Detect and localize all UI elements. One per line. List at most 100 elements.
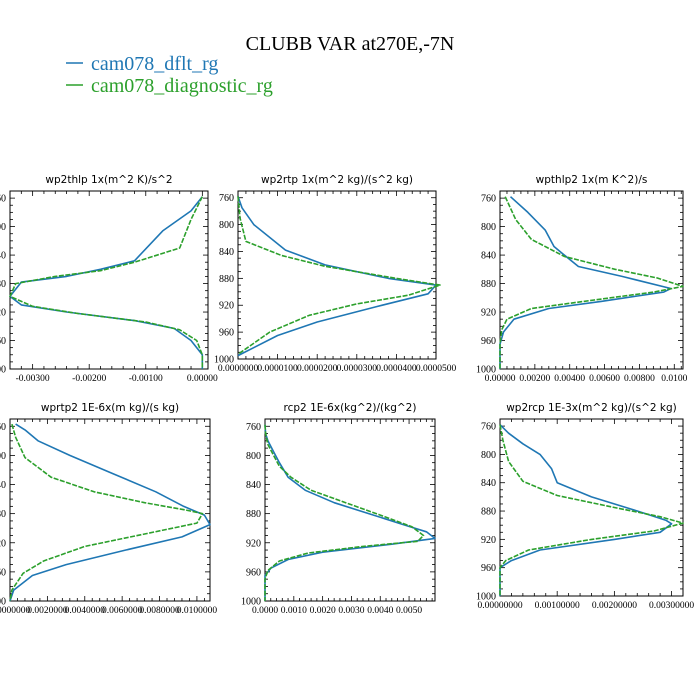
y-tick-label: 760 <box>481 422 496 433</box>
y-tick-label: 960 <box>219 328 234 339</box>
y-tick-label: 840 <box>481 478 496 489</box>
x-tick-label: 0.00200 <box>519 374 550 384</box>
y-tick-label: 960 <box>481 563 496 574</box>
plot-frame <box>499 418 684 597</box>
x-tick-label: 0.00400 <box>554 374 585 384</box>
y-tick-label: 800 <box>246 451 261 462</box>
y-tick-label: 920 <box>481 308 496 319</box>
y-tick-label: 960 <box>246 567 261 578</box>
series-line-diagnostic <box>9 423 204 602</box>
y-tick-label: 1000 <box>241 597 261 608</box>
y-tick-label: 760 <box>219 193 234 204</box>
y-tick-label: 800 <box>0 222 6 233</box>
legend-label-diagnostic: cam078_diagnostic_rg <box>91 75 273 97</box>
y-tick-label: 800 <box>219 220 234 231</box>
series-line-diagnostic <box>9 196 204 369</box>
series-line-diagnostic <box>499 196 684 369</box>
x-tick-label: 0.0020000 <box>27 606 68 616</box>
x-tick-label: 0.00600 <box>589 374 620 384</box>
panels: wp2thlp 1x(m^2 K)/s^2 760 800 840 880 920 960 1… <box>0 174 694 616</box>
figure-title: CLUBB VAR at270E,-7N <box>246 33 455 55</box>
y-tick-label: 840 <box>0 251 6 262</box>
y-tick-label: 1000 <box>476 365 496 376</box>
x-tick-label: 0.0000100 <box>257 364 298 374</box>
x-tick-label: 0.0010 <box>281 606 307 616</box>
x-tick-label: 0.0030 <box>338 606 364 616</box>
chart-panel-6: wp2rcp 1E-3x(m^2 kg)/(s^2 kg) 760 800 840 88… <box>476 402 694 611</box>
y-tick-label: 760 <box>481 194 496 205</box>
x-tick-label: 0.0100 <box>661 374 687 384</box>
y-tick-label: 880 <box>481 507 496 518</box>
legend-label-dflt: cam078_dflt_rg <box>91 53 218 75</box>
panel-title: wp2thlp 1x(m^2 K)/s^2 <box>45 174 172 186</box>
y-tick-label: 800 <box>0 451 6 462</box>
series-line-dflt <box>264 424 436 601</box>
x-tick-label: 0.0020 <box>310 606 336 616</box>
chart-panel-2: wp2rtp 1x(m^2 kg)/(s^2 kg) 760 800 840 880 92… <box>214 174 456 374</box>
plot-frame <box>237 190 437 360</box>
chart-panel-4: wprtp2 1E-6x(m kg)/(s kg) 760 800 840 880 920… <box>0 402 217 616</box>
y-tick-label: 920 <box>0 538 6 549</box>
plot-frame <box>264 418 436 602</box>
series-line-diagnostic <box>499 424 684 596</box>
chart-panel-5: rcp2 1E-6x(kg^2)/(kg^2) 760 800 840 880 920 96… <box>241 402 436 616</box>
plot-frame <box>9 190 209 370</box>
x-tick-label: 0.00300000 <box>649 601 694 611</box>
panel-title: rcp2 1E-6x(kg^2)/(kg^2) <box>284 402 417 414</box>
y-tick-label: 840 <box>0 480 6 491</box>
x-tick-label: 0.00200000 <box>592 601 637 611</box>
series-line-diagnostic <box>237 196 441 355</box>
x-tick-label: 0.0000000 <box>218 364 259 374</box>
x-tick-label: 0.00000 <box>187 374 218 384</box>
y-tick-label: 960 <box>0 567 6 578</box>
x-tick-label: 0.0040000 <box>65 606 106 616</box>
series-line-dflt <box>237 196 437 357</box>
x-tick-label: 0.0000 <box>252 606 278 616</box>
y-tick-label: 800 <box>481 222 496 233</box>
panel-title: wpthlp2 1x(m K^2)/s <box>536 174 648 186</box>
x-tick-label: 0.00800 <box>624 374 655 384</box>
y-tick-label: 760 <box>0 422 6 433</box>
x-tick-label: 0.00000000 <box>477 601 522 611</box>
y-tick-label: 1000 <box>0 365 6 376</box>
x-tick-label: 0.0050 <box>396 606 422 616</box>
y-tick-label: 960 <box>0 336 6 347</box>
x-tick-label: 0.0000200 <box>297 364 338 374</box>
panel-title: wp2rtp 1x(m^2 kg)/(s^2 kg) <box>261 174 413 186</box>
x-tick-label: 0.0100000 <box>177 606 218 616</box>
y-tick-label: 760 <box>246 422 261 433</box>
x-tick-label: 0.0080000 <box>139 606 180 616</box>
x-tick-label: -0.00100 <box>129 374 163 384</box>
y-tick-label: 880 <box>246 509 261 520</box>
x-tick-label: -0.00300 <box>16 374 50 384</box>
y-tick-label: 760 <box>0 194 6 205</box>
series-line-dflt <box>9 423 211 602</box>
y-tick-label: 840 <box>246 480 261 491</box>
y-tick-label: 840 <box>481 251 496 262</box>
y-tick-label: 920 <box>246 538 261 549</box>
series-line-dflt <box>499 196 672 369</box>
plot-frame <box>499 190 684 370</box>
y-tick-label: 880 <box>219 274 234 285</box>
x-tick-label: 0.0000300 <box>337 364 378 374</box>
series-line-diagnostic <box>264 424 425 601</box>
y-tick-label: 1000 <box>476 592 496 603</box>
y-tick-label: 1000 <box>0 597 6 608</box>
y-tick-label: 880 <box>481 279 496 290</box>
x-tick-label: 0.0040 <box>367 606 393 616</box>
series-line-dflt <box>499 424 673 596</box>
legend: cam078_dflt_rg cam078_diagnostic_rg <box>66 53 273 97</box>
x-tick-label: 0.0000000 <box>0 606 30 616</box>
y-tick-label: 880 <box>0 509 6 520</box>
chart-panel-3: wpthlp2 1x(m K^2)/s 760 800 840 880 920 960 100… <box>476 174 688 384</box>
y-tick-label: 920 <box>481 535 496 546</box>
series-line-dflt <box>9 196 204 369</box>
panel-title: wprtp2 1E-6x(m kg)/(s kg) <box>41 402 179 414</box>
y-tick-label: 920 <box>219 301 234 312</box>
panel-title: wp2rcp 1E-3x(m^2 kg)/(s^2 kg) <box>506 402 677 414</box>
x-tick-label: 0.0060000 <box>102 606 143 616</box>
x-tick-label: 0.00000 <box>485 374 516 384</box>
y-tick-label: 920 <box>0 308 6 319</box>
x-tick-label: -0.00200 <box>72 374 106 384</box>
